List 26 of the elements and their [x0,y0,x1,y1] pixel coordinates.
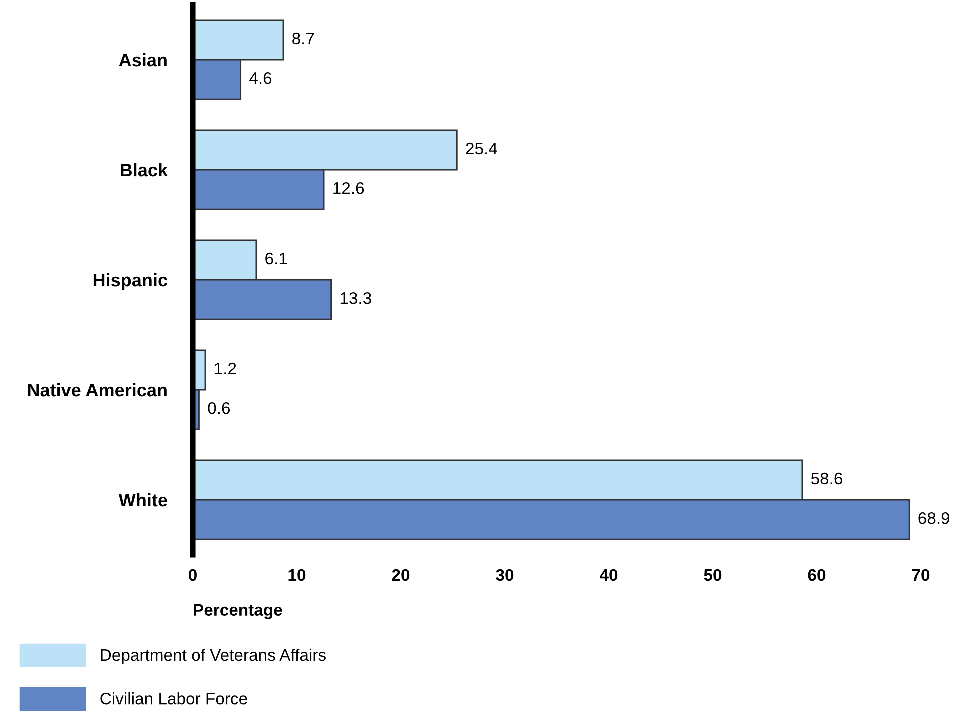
data-label: 25.4 [466,142,498,155]
data-label: 58.6 [811,472,842,485]
x-tick-label: 10 [288,569,306,582]
x-tick-label: 50 [704,569,722,582]
data-label: 6.1 [266,252,288,265]
x-tick-label: 60 [808,569,826,582]
legend-label: Department of Veterans Affairs [101,648,326,664]
y-tick-label: Hispanic [94,273,168,290]
data-label: 1.2 [215,362,236,375]
x-axis-title: Percentage [194,604,282,620]
data-label: 0.6 [208,402,230,414]
x-tick-label: 20 [392,569,410,582]
x-tick-label: 40 [600,569,618,582]
data-label: 68.9 [918,512,950,524]
y-tick-label: White [118,493,168,507]
legend-label: Civilian Labor Force [100,692,248,705]
data-label: 8.7 [292,32,314,45]
x-tick-label: 70 [912,569,930,582]
y-tick-label: Native American [28,383,167,397]
x-tick-label: 0 [189,569,197,582]
data-label: 13.3 [340,292,372,304]
data-label: 12.6 [334,182,364,194]
x-tick-label: 30 [496,569,514,582]
y-tick-label: Black [121,163,168,177]
data-label: 4.6 [250,72,272,84]
y-tick-label: Asian [119,53,167,67]
